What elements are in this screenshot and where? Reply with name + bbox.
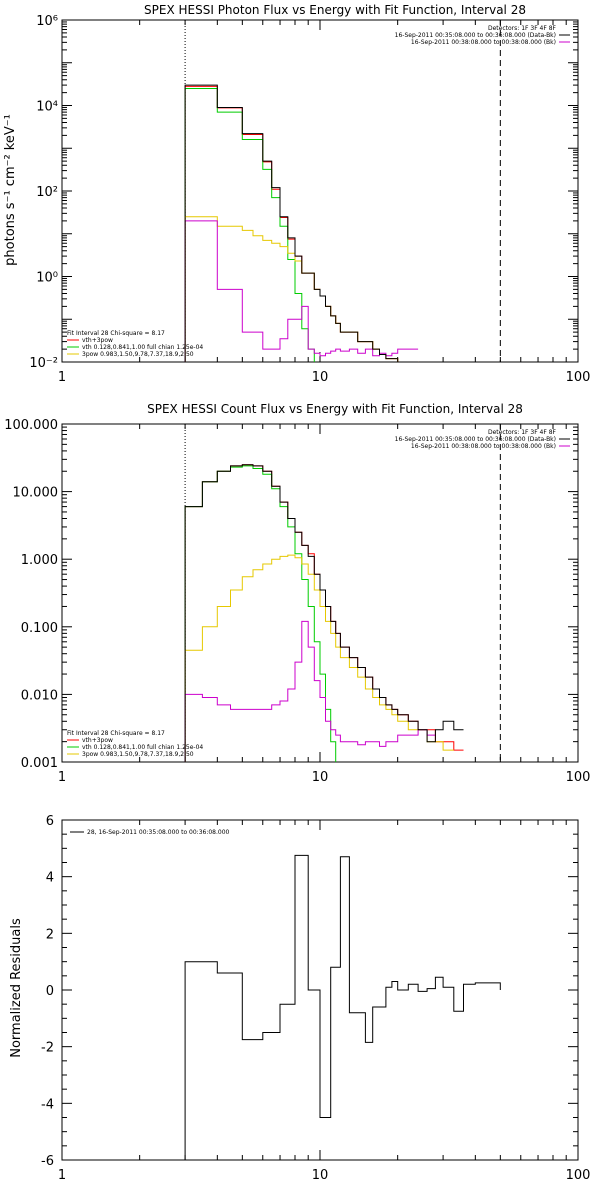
x-tick-label: 100 (566, 1168, 591, 1183)
x-tick-label: 100 (566, 770, 591, 785)
y-tick-label: 4 (46, 871, 54, 886)
series-data-bk (184, 464, 464, 762)
series-vth (184, 465, 337, 762)
series-bk (184, 620, 436, 762)
y-tick-label: 0.100 (21, 621, 58, 636)
photon-flux-chart: SPEX HESSI Photon Flux vs Energy with Fi… (3, 3, 590, 385)
y-tick-label: 10⁰ (36, 271, 58, 286)
legend-bottom-text: vth 0.128,0.841,1.00 full chian 1.25e-04 (82, 744, 203, 751)
y-tick-label: 10.000 (13, 486, 59, 501)
legend-bottom-text: 3pow 0.983,1.50,9.78,7.37,18.9,2.50 (82, 751, 194, 758)
y-tick-label: 0.010 (21, 688, 58, 703)
x-tick-label: 1 (58, 1168, 66, 1183)
series-3pow (184, 554, 454, 762)
legend-bottom-text: Fit Interval 28 Chi-square = 8.17 (67, 730, 165, 737)
x-tick-label: 10 (312, 370, 329, 385)
y-tick-label: 10⁶ (36, 14, 58, 29)
y-axis-label: Normalized Residuals (9, 918, 24, 1058)
series-data-bk (184, 84, 419, 362)
series-vth-3pow (184, 464, 464, 762)
y-tick-label: 10⁻² (29, 356, 58, 371)
legend-top-text: 16-Sep-2011 00:35:08.000 to 00:36:08.000… (395, 436, 556, 443)
series-bk (184, 220, 419, 362)
x-tick-label: 10 (312, 770, 329, 785)
y-tick-label: 0 (46, 984, 54, 999)
legend-bottom-text: vth+3pow (82, 737, 113, 744)
y-tick-label: 10⁴ (36, 100, 58, 115)
legend-top-text: Detectors: 1F 3F 4F 8F (488, 25, 557, 32)
series-28 (184, 854, 501, 1160)
y-tick-label: 10² (36, 185, 58, 200)
residuals-chart: Normalized Residuals 1 10 100 -6 -4 -2 0 2 4 6 28,… (9, 814, 590, 1183)
legend-top-text: 16-Sep-2011 00:38:08.000 to 00:38:08.000… (411, 443, 556, 450)
y-axis-label: photons s⁻¹ cm⁻² keV⁻¹ (3, 114, 18, 266)
legend-text: 28, 16-Sep-2011 00:35:08.000 to 00:36:08… (87, 829, 230, 836)
legend-bottom-text: vth+3pow (82, 337, 113, 344)
legend-top-text: Detectors: 1F 3F 4F 8F (488, 429, 557, 436)
legend-bottom-text: 3pow 0.983,1.50,9.78,7.37,18.9,2.50 (82, 351, 194, 358)
y-tick-label: -2 (41, 1041, 54, 1056)
y-tick-label: 2 (46, 927, 54, 942)
x-tick-label: 1 (58, 370, 66, 385)
y-tick-label: 0.001 (21, 756, 58, 771)
y-tick-label: -6 (41, 1154, 54, 1169)
legend-bottom-text: vth 0.128,0.841,1.00 full chian 1.25e-04 (82, 344, 203, 351)
count-flux-chart: SPEX HESSI Count Flux vs Energy with Fit… (4, 402, 590, 785)
x-tick-label: 100 (566, 370, 591, 385)
y-tick-label: -4 (41, 1097, 54, 1112)
legend-top-text: 16-Sep-2011 00:38:08.000 to 00:38:08.000… (411, 39, 556, 46)
chart-title: SPEX HESSI Count Flux vs Energy with Fit… (147, 402, 523, 416)
y-tick-label: 100.000 (4, 418, 58, 433)
y-tick-label: 1.000 (21, 553, 58, 568)
legend-top-text: 16-Sep-2011 00:35:08.000 to 00:36:08.000… (395, 32, 556, 39)
x-tick-label: 10 (312, 1168, 329, 1183)
y-tick-label: 6 (46, 814, 54, 829)
series-3pow (184, 216, 419, 362)
chart-title: SPEX HESSI Photon Flux vs Energy with Fi… (144, 3, 526, 17)
x-tick-label: 1 (58, 770, 66, 785)
legend-bottom-text: Fit Interval 28 Chi-square = 8.17 (67, 330, 165, 337)
